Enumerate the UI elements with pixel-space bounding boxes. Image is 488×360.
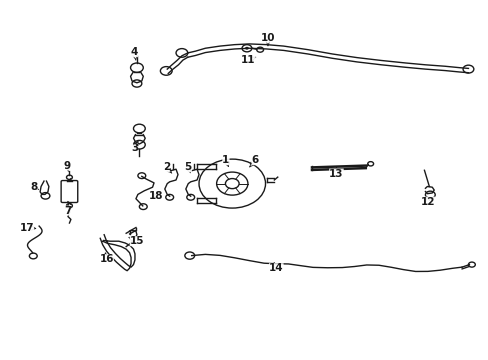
Text: 13: 13 [328, 167, 343, 179]
Text: 2: 2 [163, 162, 171, 173]
Text: 5: 5 [184, 162, 191, 173]
Text: 18: 18 [149, 191, 163, 201]
Text: 6: 6 [249, 155, 258, 167]
Text: 14: 14 [268, 263, 283, 273]
Text: 16: 16 [99, 253, 114, 264]
Text: 3: 3 [131, 141, 138, 153]
Text: 17: 17 [20, 222, 36, 233]
Text: 4: 4 [130, 47, 138, 60]
Text: 11: 11 [241, 55, 255, 66]
Text: 1: 1 [222, 155, 229, 167]
Text: 7: 7 [63, 204, 71, 216]
Text: 9: 9 [64, 161, 71, 171]
Text: 8: 8 [31, 182, 38, 192]
Text: 10: 10 [260, 33, 275, 46]
Text: 12: 12 [420, 197, 434, 207]
Circle shape [244, 47, 248, 50]
Text: 15: 15 [129, 236, 144, 246]
